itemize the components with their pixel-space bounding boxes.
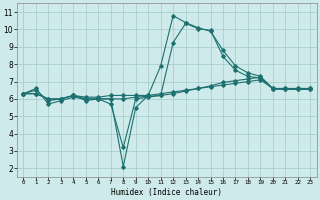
X-axis label: Humidex (Indice chaleur): Humidex (Indice chaleur) [111,188,222,197]
